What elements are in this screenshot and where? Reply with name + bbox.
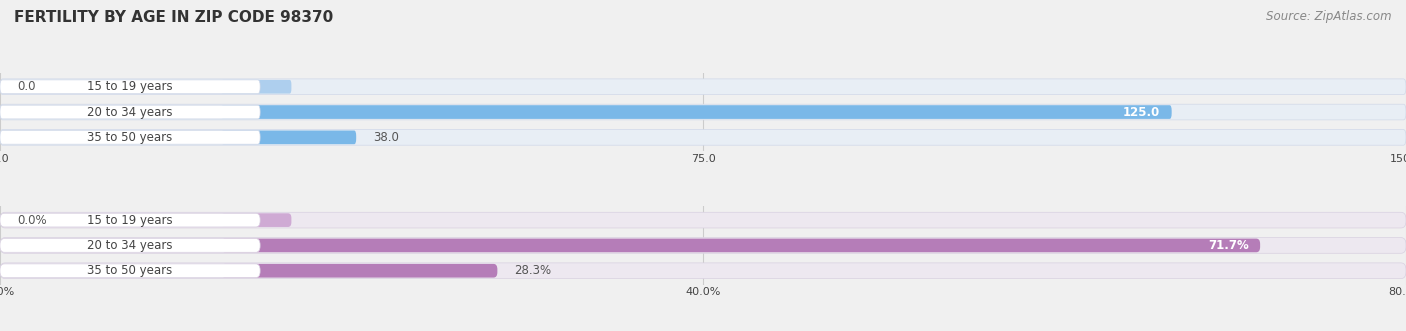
Text: 35 to 50 years: 35 to 50 years <box>87 131 173 144</box>
FancyBboxPatch shape <box>0 130 260 144</box>
Text: Source: ZipAtlas.com: Source: ZipAtlas.com <box>1267 10 1392 23</box>
Text: 71.7%: 71.7% <box>1208 239 1249 252</box>
Text: 28.3%: 28.3% <box>515 264 551 277</box>
Text: 20 to 34 years: 20 to 34 years <box>87 106 173 118</box>
Text: 125.0: 125.0 <box>1123 106 1160 118</box>
FancyBboxPatch shape <box>0 80 260 94</box>
FancyBboxPatch shape <box>0 212 1406 228</box>
FancyBboxPatch shape <box>0 129 1406 145</box>
FancyBboxPatch shape <box>0 263 1406 279</box>
FancyBboxPatch shape <box>221 130 356 144</box>
FancyBboxPatch shape <box>0 105 260 119</box>
FancyBboxPatch shape <box>0 79 1406 95</box>
FancyBboxPatch shape <box>221 213 291 227</box>
Text: 0.0%: 0.0% <box>17 213 46 227</box>
FancyBboxPatch shape <box>0 264 260 278</box>
FancyBboxPatch shape <box>221 264 498 278</box>
Text: FERTILITY BY AGE IN ZIP CODE 98370: FERTILITY BY AGE IN ZIP CODE 98370 <box>14 10 333 25</box>
Text: 20 to 34 years: 20 to 34 years <box>87 239 173 252</box>
FancyBboxPatch shape <box>221 239 1260 252</box>
FancyBboxPatch shape <box>221 105 1171 119</box>
FancyBboxPatch shape <box>221 80 291 94</box>
FancyBboxPatch shape <box>0 213 260 227</box>
Text: 15 to 19 years: 15 to 19 years <box>87 80 173 93</box>
FancyBboxPatch shape <box>0 104 1406 120</box>
Text: 38.0: 38.0 <box>373 131 399 144</box>
Text: 15 to 19 years: 15 to 19 years <box>87 213 173 227</box>
FancyBboxPatch shape <box>0 239 260 252</box>
Text: 0.0: 0.0 <box>17 80 35 93</box>
FancyBboxPatch shape <box>0 238 1406 253</box>
Text: 35 to 50 years: 35 to 50 years <box>87 264 173 277</box>
